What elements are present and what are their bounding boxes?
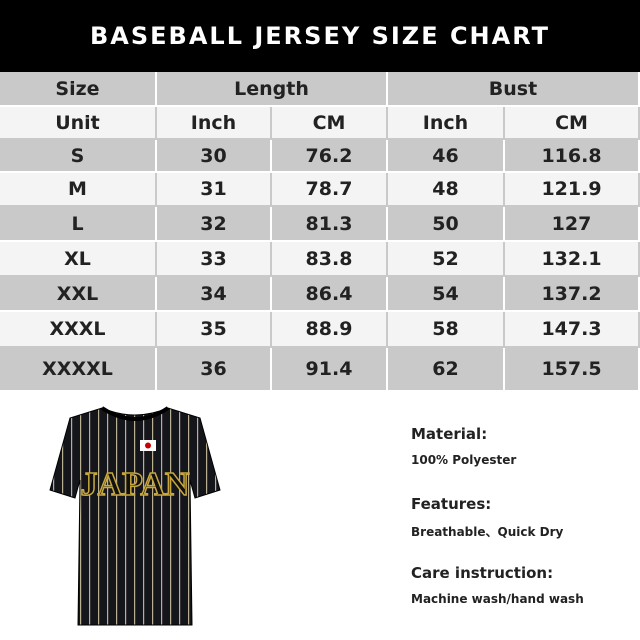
- unit-header: Inch: [388, 107, 505, 140]
- table-cell: S: [0, 140, 157, 173]
- jersey-text: JAPAN: [81, 466, 190, 503]
- table-cell: 81.3: [272, 207, 388, 242]
- unit-header: Unit: [0, 107, 157, 140]
- table-cell: 76.2: [272, 140, 388, 173]
- table-cell: 32: [157, 207, 272, 242]
- table-cell: 62: [388, 348, 505, 392]
- unit-header: Inch: [157, 107, 272, 140]
- table-cell: 35: [157, 312, 272, 348]
- info-text: 100% Polyester: [411, 453, 517, 467]
- unit-header: CM: [272, 107, 388, 140]
- table-cell: M: [0, 173, 157, 207]
- group-header: Length: [157, 72, 388, 107]
- table-cell: 91.4: [272, 348, 388, 392]
- size-table: Size Length Bust Unit Inch CM Inch CM S 30 76.2 46 1…: [0, 72, 640, 392]
- table-cell: 116.8: [505, 140, 640, 173]
- title: BASEBALL JERSEY SIZE CHART: [0, 0, 640, 72]
- table-cell: 54: [388, 277, 505, 312]
- table-cell: 33: [157, 242, 272, 277]
- table-cell: 132.1: [505, 242, 640, 277]
- table-cell: 157.5: [505, 348, 640, 392]
- table-cell: 88.9: [272, 312, 388, 348]
- table-cell: 31: [157, 173, 272, 207]
- table-cell: 127: [505, 207, 640, 242]
- table-cell: 34: [157, 277, 272, 312]
- table-cell: 86.4: [272, 277, 388, 312]
- info-heading: Care instruction:: [411, 564, 554, 582]
- table-cell: 48: [388, 173, 505, 207]
- info-heading: Material:: [411, 425, 488, 443]
- table-cell: 147.3: [505, 312, 640, 348]
- table-cell: 83.8: [272, 242, 388, 277]
- group-header: Size: [0, 72, 157, 107]
- table-cell: 121.9: [505, 173, 640, 207]
- info-heading: Features:: [411, 495, 492, 513]
- table-cell: 137.2: [505, 277, 640, 312]
- info-text: Breathable、Quick Dry: [411, 525, 564, 539]
- table-cell: 46: [388, 140, 505, 173]
- table-cell: XXL: [0, 277, 157, 312]
- table-cell: 52: [388, 242, 505, 277]
- table-cell: XXXXL: [0, 348, 157, 392]
- group-header: Bust: [388, 72, 640, 107]
- info-text: Machine wash/hand wash: [411, 592, 584, 606]
- table-cell: 30: [157, 140, 272, 173]
- table-cell: 36: [157, 348, 272, 392]
- table-cell: L: [0, 207, 157, 242]
- table-cell: XL: [0, 242, 157, 277]
- table-cell: XXXL: [0, 312, 157, 348]
- table-cell: 50: [388, 207, 505, 242]
- table-cell: 78.7: [272, 173, 388, 207]
- jersey-image: JAPAN: [49, 406, 221, 626]
- unit-header: CM: [505, 107, 640, 140]
- table-cell: 58: [388, 312, 505, 348]
